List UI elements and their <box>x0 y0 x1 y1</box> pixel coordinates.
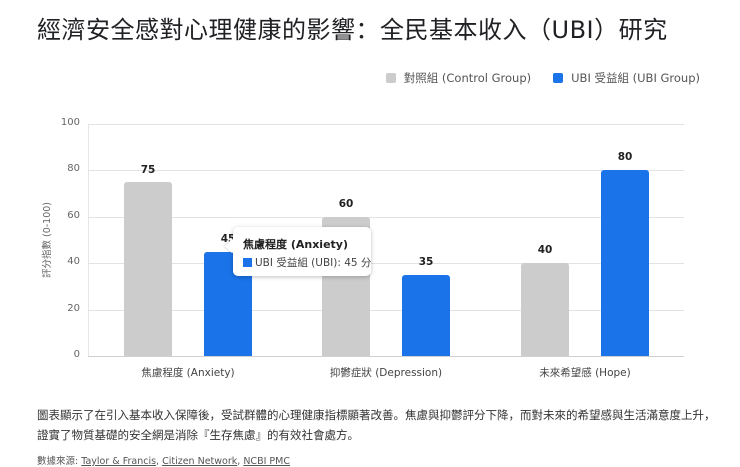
legend-swatch-ubi <box>553 73 564 83</box>
y-tick-100: 100 <box>60 117 80 128</box>
gridline-100 <box>88 124 684 125</box>
source-label: 數據來源: <box>37 456 79 467</box>
gridline-40 <box>88 263 684 264</box>
bar-ubi-hope[interactable] <box>601 170 649 356</box>
tooltip-swatch <box>243 258 252 267</box>
chart-tooltip: 焦慮程度 (Anxiety) UBI 受益組 (UBI): 45 分 <box>233 227 371 276</box>
value-label-control-anxiety: 75 <box>140 164 156 176</box>
legend-label-ubi: UBI 受益組 (UBI Group) <box>571 71 700 85</box>
y-axis-line <box>88 124 89 356</box>
value-label-control-depression: 60 <box>338 198 354 210</box>
bar-ubi-depression[interactable] <box>402 275 450 356</box>
gridline-60 <box>88 217 684 218</box>
bar-control-anxiety[interactable] <box>124 182 172 356</box>
y-axis-label: 評分指數 (0-100) <box>42 201 53 279</box>
y-tick-40: 40 <box>67 256 80 267</box>
x-tick-depression: 抑鬱症狀 (Depression) <box>329 367 443 379</box>
tooltip-value: UBI 受益組 (UBI): 45 分 <box>255 257 372 269</box>
tooltip-title: 焦慮程度 (Anxiety) <box>243 238 348 251</box>
bar-control-hope[interactable] <box>521 263 569 356</box>
chart-legend: 對照組 (Control Group) UBI 受益組 (UBI Group) <box>364 70 700 86</box>
y-tick-0: 0 <box>73 349 80 360</box>
value-label-ubi-depression: 35 <box>418 256 434 268</box>
x-tick-anxiety: 焦慮程度 (Anxiety) <box>141 367 235 379</box>
source-link-ncbi-pmc[interactable]: NCBI PMC <box>243 456 290 467</box>
source-link-citizen-network[interactable]: Citizen Network <box>162 456 238 467</box>
x-axis-baseline <box>88 356 684 357</box>
x-tick-hope: 未來希望感 (Hope) <box>539 367 631 379</box>
legend-label-control: 對照組 (Control Group) <box>403 71 532 85</box>
legend-item-ubi[interactable]: UBI 受益組 (UBI Group) <box>553 70 700 86</box>
legend-swatch-control <box>385 73 396 83</box>
chart-description: 圖表顯示了在引入基本收入保障後，受試群體的心理健康指標顯著改善。焦慮與抑鬱評分下… <box>37 408 716 442</box>
data-source: 數據來源: Taylor & Francis, Citizen Network,… <box>37 456 290 467</box>
y-tick-80: 80 <box>67 163 80 174</box>
gridline-80 <box>88 170 684 171</box>
gridline-20 <box>88 310 684 311</box>
tooltip-row: UBI 受益組 (UBI): 45 分 <box>243 255 371 270</box>
legend-item-control[interactable]: 對照組 (Control Group) <box>385 70 532 86</box>
y-tick-60: 60 <box>67 210 80 221</box>
source-link-taylor-francis[interactable]: Taylor & Francis <box>81 456 157 467</box>
value-label-control-hope: 40 <box>537 244 553 256</box>
bar-chart: 100 80 60 40 20 0 評分指數 (0-100) 75 45 60 … <box>0 0 740 390</box>
page-title: 經濟安全感對心理健康的影響：全民基本收入（UBI）研究 <box>37 16 668 44</box>
value-label-ubi-hope: 80 <box>617 151 633 163</box>
y-tick-20: 20 <box>67 303 80 314</box>
